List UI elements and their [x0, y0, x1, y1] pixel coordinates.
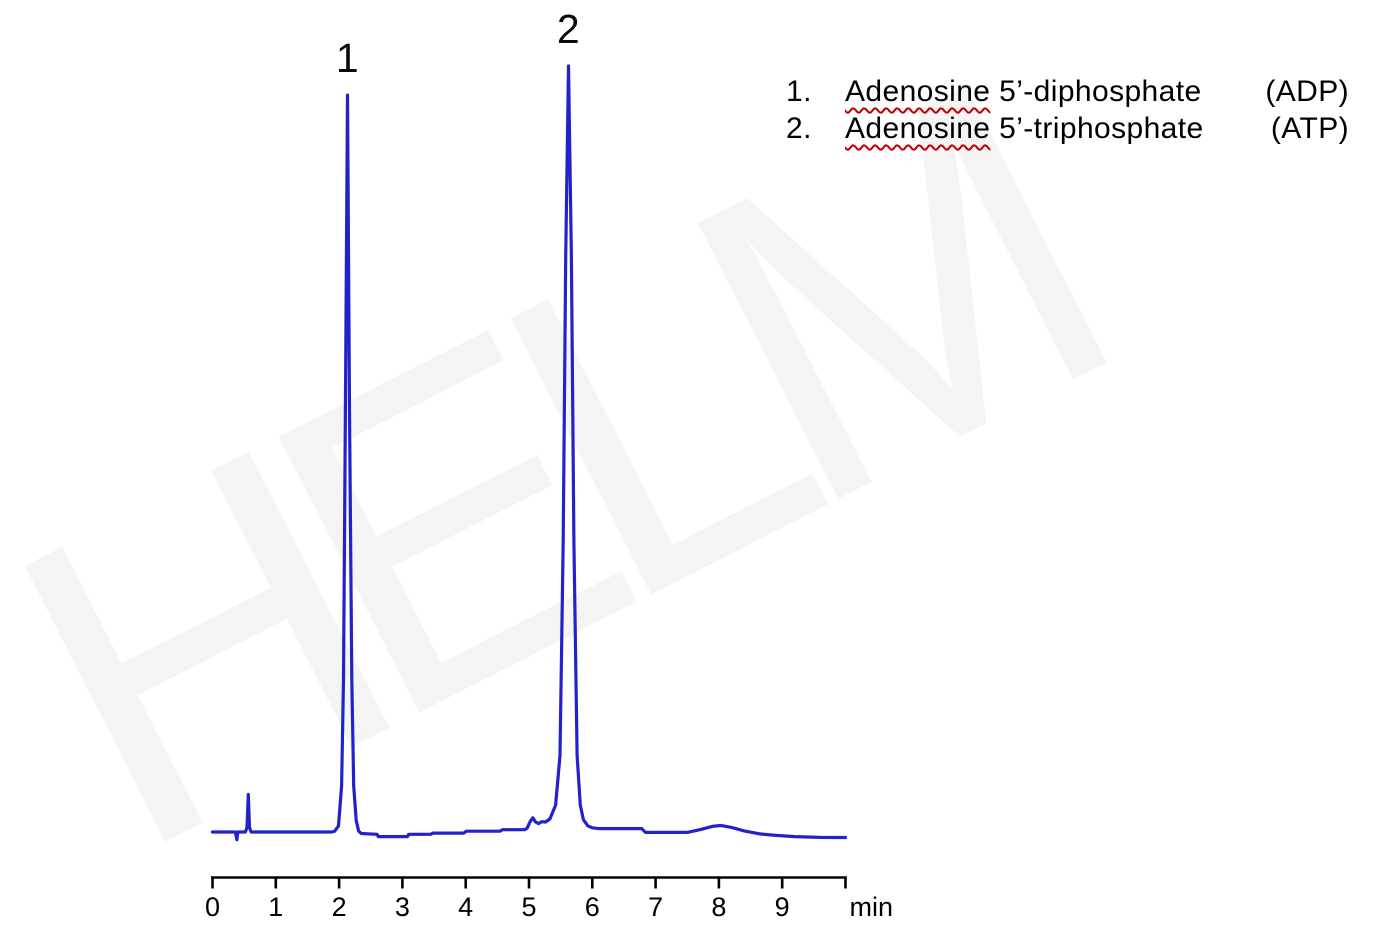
chromatogram-trace — [210, 64, 848, 842]
legend-compound-name: Adenosine 5’-diphosphate — [845, 73, 1202, 110]
legend-compound-rest: 5’-triphosphate — [990, 112, 1204, 145]
x-axis-tick-label: 4 — [458, 892, 473, 922]
x-axis-tick-label: 9 — [775, 892, 790, 922]
x-axis-tick-label: 1 — [268, 892, 283, 922]
x-axis-tick-label: 2 — [332, 892, 347, 922]
x-axis-tick-label: 8 — [711, 892, 726, 922]
legend-number: 1. — [786, 75, 812, 108]
legend-abbreviation: (ADP) — [1265, 75, 1349, 108]
legend-item-adp: 1. Adenosine 5’-diphosphate (ADP) — [786, 73, 1349, 110]
x-axis-tick-label: 5 — [521, 892, 536, 922]
x-axis-tick-label: 7 — [648, 892, 663, 922]
peak-label: 2 — [557, 6, 580, 52]
legend-abbreviation: (ATP) — [1270, 112, 1349, 145]
peak-legend: 1. Adenosine 5’-diphosphate (ADP) 2. Ade… — [786, 73, 1349, 147]
x-axis-unit-label: min — [850, 892, 894, 922]
x-axis-tick-label: 3 — [395, 892, 410, 922]
x-axis-tick-label: 0 — [205, 892, 220, 922]
legend-compound-word-underlined: Adenosine — [845, 112, 991, 145]
legend-item-atp: 2. Adenosine 5’-triphosphate (ATP) — [786, 110, 1349, 147]
legend-compound-rest: 5’-diphosphate — [990, 75, 1202, 108]
legend-compound-name: Adenosine 5’-triphosphate — [845, 110, 1204, 147]
x-axis-tick-label: 6 — [585, 892, 600, 922]
peak-label: 1 — [336, 35, 359, 81]
legend-number: 2. — [786, 112, 812, 145]
legend-compound-word-underlined: Adenosine — [845, 75, 991, 108]
